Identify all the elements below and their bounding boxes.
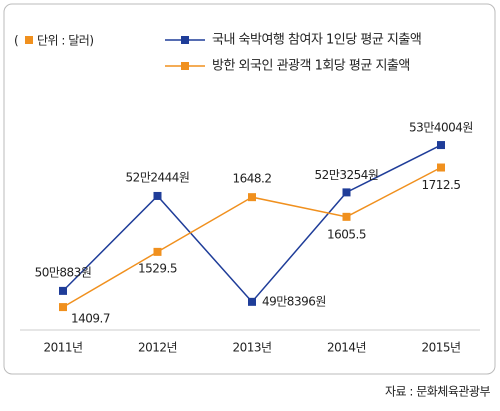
x-tick-label: 2012년 (138, 341, 177, 355)
data-label: 52만3254원 (315, 168, 379, 182)
point (342, 188, 351, 197)
x-tick-label: 2014년 (327, 341, 366, 355)
point (437, 163, 445, 172)
source: 자료 : 문화체육관광부 (385, 385, 490, 399)
point (342, 212, 351, 221)
data-label: 53만4004원 (409, 121, 473, 135)
data-label: 1605.5 (327, 227, 366, 241)
point (248, 193, 256, 202)
data-label: 1712.5 (422, 178, 461, 192)
data-label: 52만2444원 (126, 170, 190, 184)
data-label: 1648.2 (233, 172, 272, 186)
data-label: 49만8396원 (262, 294, 326, 308)
point (153, 247, 162, 256)
x-tick-label: 2013년 (232, 341, 271, 355)
legend-label: 국내 숙박여행 참여자 1인당 평균 지출액 (212, 32, 421, 48)
data-label: 1409.7 (71, 312, 110, 326)
point (59, 286, 67, 295)
point (437, 141, 445, 150)
point (59, 303, 67, 312)
unit-open: ( (14, 34, 18, 48)
legend-marker (181, 62, 189, 70)
point (248, 297, 256, 306)
point (153, 191, 162, 200)
unit-icon (25, 36, 33, 44)
unit-text: 단위 : 달러) (37, 34, 94, 48)
legend-label: 방한 외국인 관광객 1회당 평균 지출액 (212, 59, 410, 74)
data-label: 1529.5 (138, 261, 177, 275)
data-label: 50만883원 (35, 265, 92, 279)
x-tick-label: 2015년 (421, 341, 460, 355)
legend-marker (181, 36, 189, 44)
frame (3, 3, 496, 375)
x-tick-label: 2011년 (43, 341, 82, 355)
